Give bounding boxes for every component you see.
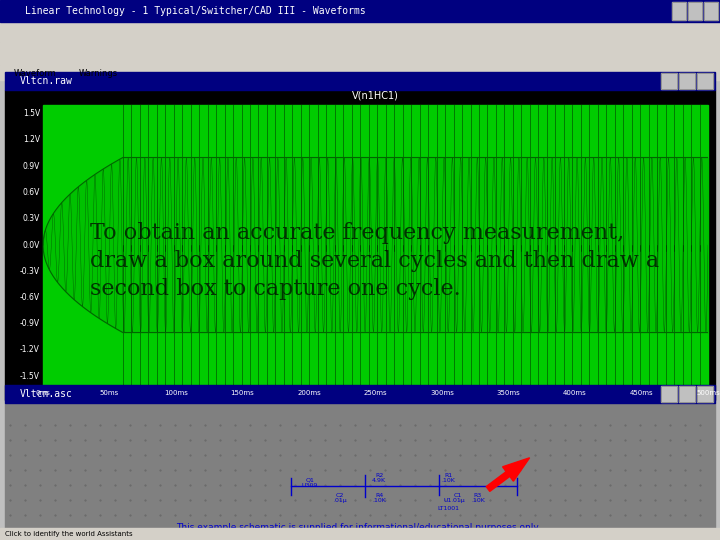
Text: -0.6V: -0.6V — [20, 293, 40, 302]
Bar — [5, 65, 65, 80]
Bar — [704, 2, 718, 20]
Bar — [704, 2, 718, 20]
Bar — [697, 386, 713, 402]
Text: 400ms: 400ms — [563, 390, 587, 396]
Text: 0.6V: 0.6V — [22, 188, 40, 197]
Text: LT1001: LT1001 — [437, 507, 459, 511]
Text: C1
.01μ: C1 .01μ — [451, 492, 465, 503]
Text: 0ms: 0ms — [35, 390, 50, 396]
Text: 200ms: 200ms — [297, 390, 321, 396]
Text: C2
.01μ: C2 .01μ — [333, 492, 347, 503]
Bar — [688, 2, 702, 20]
Text: 0.3V: 0.3V — [22, 214, 40, 223]
Bar — [661, 73, 677, 89]
Bar — [661, 73, 677, 89]
Bar — [5, 403, 715, 535]
Text: Linear Technology - 1 Typical/Switcher/CAD III - Waveforms: Linear Technology - 1 Typical/Switcher/C… — [25, 6, 366, 16]
Bar — [0, 528, 720, 540]
Text: R3
.10K: R3 .10K — [471, 492, 485, 503]
Text: -0.9V: -0.9V — [20, 319, 40, 328]
Text: 100ms: 100ms — [164, 390, 188, 396]
Bar — [679, 73, 695, 89]
Text: Q1
U309: Q1 U309 — [302, 477, 318, 488]
Bar — [5, 385, 715, 403]
Text: Click to identify the world Assistants: Click to identify the world Assistants — [5, 531, 132, 537]
Text: R2
4.9K: R2 4.9K — [372, 472, 386, 483]
Bar — [43, 105, 708, 385]
Text: 1.5V: 1.5V — [23, 109, 40, 118]
Text: 0.9V: 0.9V — [22, 162, 40, 171]
Text: R4
.10K: R4 .10K — [372, 492, 386, 503]
Text: 350ms: 350ms — [497, 390, 521, 396]
Text: 500ms: 500ms — [696, 390, 720, 396]
Text: -1.5V: -1.5V — [20, 372, 40, 381]
Bar — [679, 73, 695, 89]
Bar — [0, 42, 720, 65]
Text: 1.2V: 1.2V — [23, 136, 40, 145]
Text: 250ms: 250ms — [364, 390, 387, 396]
Text: -1.2V: -1.2V — [20, 346, 40, 354]
Bar — [68, 65, 128, 80]
Bar — [5, 90, 715, 400]
Text: 300ms: 300ms — [430, 390, 454, 396]
Bar — [697, 386, 713, 402]
Text: Waveform: Waveform — [14, 69, 56, 78]
Bar — [679, 386, 695, 402]
Text: second box to capture one cycle.: second box to capture one cycle. — [90, 278, 461, 300]
Text: 50ms: 50ms — [100, 390, 119, 396]
Bar — [0, 0, 720, 22]
Text: -0.3V: -0.3V — [20, 267, 40, 276]
Text: Warnings: Warnings — [78, 69, 117, 78]
Bar — [672, 2, 686, 20]
Bar — [661, 386, 677, 402]
Text: R1
.10K: R1 .10K — [441, 472, 455, 483]
Text: This example schematic is supplied for informational/educational purposes only..: This example schematic is supplied for i… — [176, 523, 544, 531]
Text: 150ms: 150ms — [230, 390, 254, 396]
Bar — [0, 22, 720, 42]
Bar — [679, 386, 695, 402]
Text: Vltcn.raw: Vltcn.raw — [20, 76, 73, 86]
Text: 0.0V: 0.0V — [22, 240, 40, 249]
Text: V(n1HC1): V(n1HC1) — [352, 90, 399, 100]
Bar — [0, 65, 720, 80]
Text: Vltcn.asc: Vltcn.asc — [20, 389, 73, 399]
Bar — [661, 386, 677, 402]
Text: draw a box around several cycles and then draw a: draw a box around several cycles and the… — [90, 249, 659, 272]
Text: U1: U1 — [444, 497, 452, 503]
Bar — [697, 73, 713, 89]
Bar — [688, 2, 702, 20]
Text: To obtain an accurate frequency measurement,: To obtain an accurate frequency measurem… — [90, 221, 624, 244]
Bar — [672, 2, 686, 20]
Bar — [697, 73, 713, 89]
Bar — [5, 72, 715, 90]
Text: 450ms: 450ms — [630, 390, 653, 396]
FancyArrow shape — [486, 458, 530, 491]
